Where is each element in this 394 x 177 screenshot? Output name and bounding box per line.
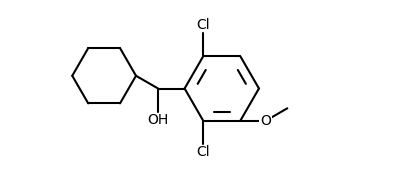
- Text: O: O: [260, 114, 271, 128]
- Text: OH: OH: [147, 113, 169, 127]
- Text: Cl: Cl: [196, 18, 210, 32]
- Text: Cl: Cl: [196, 145, 210, 159]
